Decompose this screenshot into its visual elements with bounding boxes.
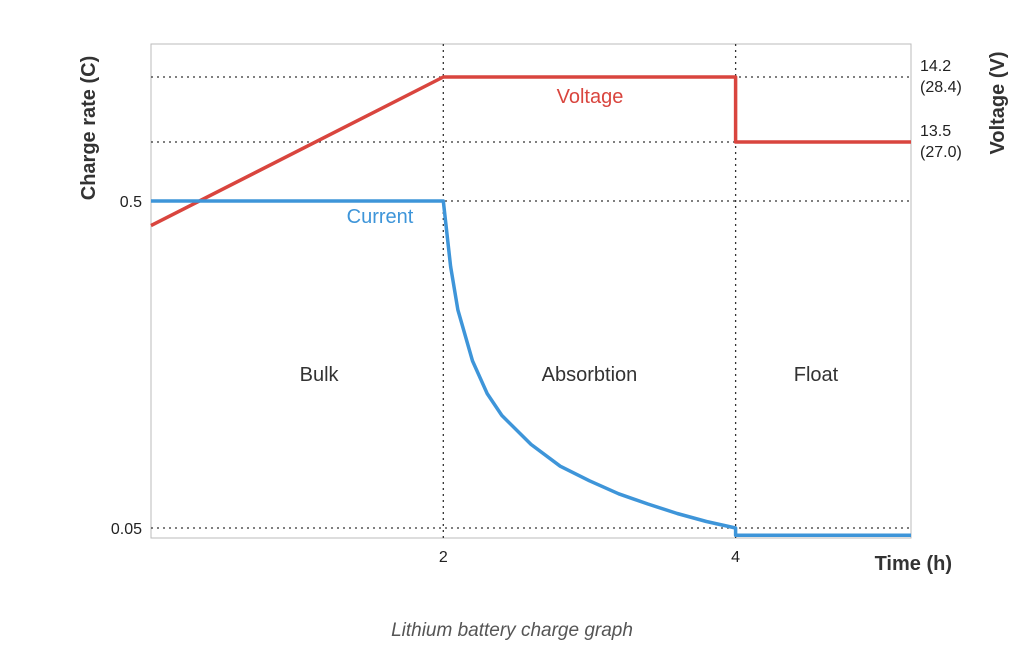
phase-label-float: Float xyxy=(794,364,839,386)
x-tick-4: 4 xyxy=(731,549,740,566)
left-tick-0.5: 0.5 xyxy=(120,194,142,211)
series-label-voltage: Voltage xyxy=(557,86,624,108)
x-tick-2: 2 xyxy=(439,549,448,566)
phase-layer: Bulk Absorbtion Float xyxy=(300,364,839,386)
plot-frame xyxy=(150,43,912,539)
phase-label-bulk: Bulk xyxy=(300,364,340,386)
series-layer xyxy=(150,75,911,538)
lithium-charge-chart: 2 4 0.5 0.05 14.2 (28.4) 13.5 (27.0) Bulk Absorb… xyxy=(78,43,1009,575)
left-tick-0.05: 0.05 xyxy=(111,521,142,538)
tick-layer: 2 4 0.5 0.05 14.2 (28.4) 13.5 (27.0) xyxy=(111,58,962,566)
right-tick-13.5: 13.5 xyxy=(920,123,951,140)
y-axis-left-title: Charge rate (C) xyxy=(78,56,100,200)
right-tick-14.2: 14.2 xyxy=(920,58,951,75)
right-tick-sub-13.5: (27.0) xyxy=(920,144,962,161)
y-axis-right-title: Voltage (V) xyxy=(987,52,1009,155)
series-line-voltage xyxy=(150,75,911,228)
x-axis-title: Time (h) xyxy=(875,553,952,575)
series-label-current: Current xyxy=(347,206,414,228)
chart-caption: Lithium battery charge graph xyxy=(391,620,633,641)
series-line-current xyxy=(151,199,911,538)
right-tick-sub-14.2: (28.4) xyxy=(920,79,962,96)
phase-label-absorbtion: Absorbtion xyxy=(542,364,638,386)
grid-lines xyxy=(151,44,911,538)
